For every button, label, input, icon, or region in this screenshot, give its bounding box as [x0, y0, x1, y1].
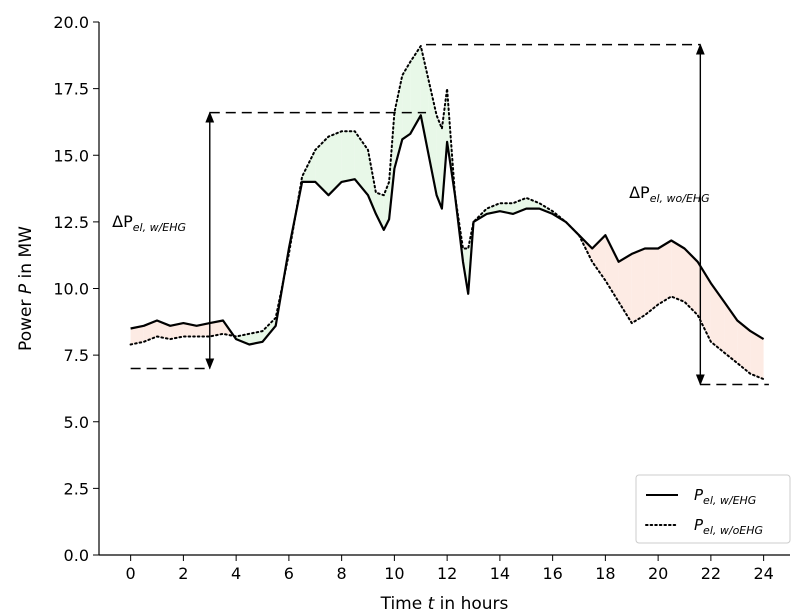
series-line-1 [131, 115, 764, 344]
x-tick-label: 12 [437, 564, 457, 583]
fill-segment [671, 241, 684, 302]
x-tick-label: 18 [595, 564, 615, 583]
x-tick-label: 0 [126, 564, 136, 583]
delta-label-o: ΔPel, wo/EHG [629, 183, 710, 205]
y-tick-label: 0.0 [64, 546, 89, 565]
delta-label-w: ΔPel, w/EHG [112, 212, 186, 234]
fill-segment [619, 254, 632, 323]
x-tick-label: 14 [490, 564, 510, 583]
fill-segment [315, 137, 328, 196]
y-axis-title: Power P in MW [16, 226, 36, 351]
x-axis-title: Time t in hours [380, 594, 509, 612]
y-tick-label: 17.5 [53, 80, 89, 99]
x-tick-label: 24 [753, 564, 773, 583]
fill-segment [342, 131, 355, 182]
x-tick-label: 22 [701, 564, 721, 583]
x-tick-label: 10 [384, 564, 404, 583]
y-tick-label: 15.0 [53, 146, 89, 165]
x-tick-label: 2 [178, 564, 188, 583]
x-tick-label: 20 [648, 564, 668, 583]
fill-segment [632, 249, 645, 324]
x-tick-label: 8 [337, 564, 347, 583]
y-tick-label: 5.0 [64, 413, 89, 432]
x-tick-label: 16 [542, 564, 562, 583]
y-tick-label: 10.0 [53, 280, 89, 299]
y-tick-label: 20.0 [53, 13, 89, 32]
y-tick-label: 12.5 [53, 213, 89, 232]
y-tick-label: 7.5 [64, 346, 89, 365]
y-tick-label: 2.5 [64, 479, 89, 498]
legend: Pel, w/EHGPel, w/oEHG [636, 475, 790, 543]
x-tick-label: 6 [284, 564, 294, 583]
fill-segment [658, 241, 671, 305]
x-tick-label: 4 [231, 564, 241, 583]
fill-segment [329, 131, 342, 195]
